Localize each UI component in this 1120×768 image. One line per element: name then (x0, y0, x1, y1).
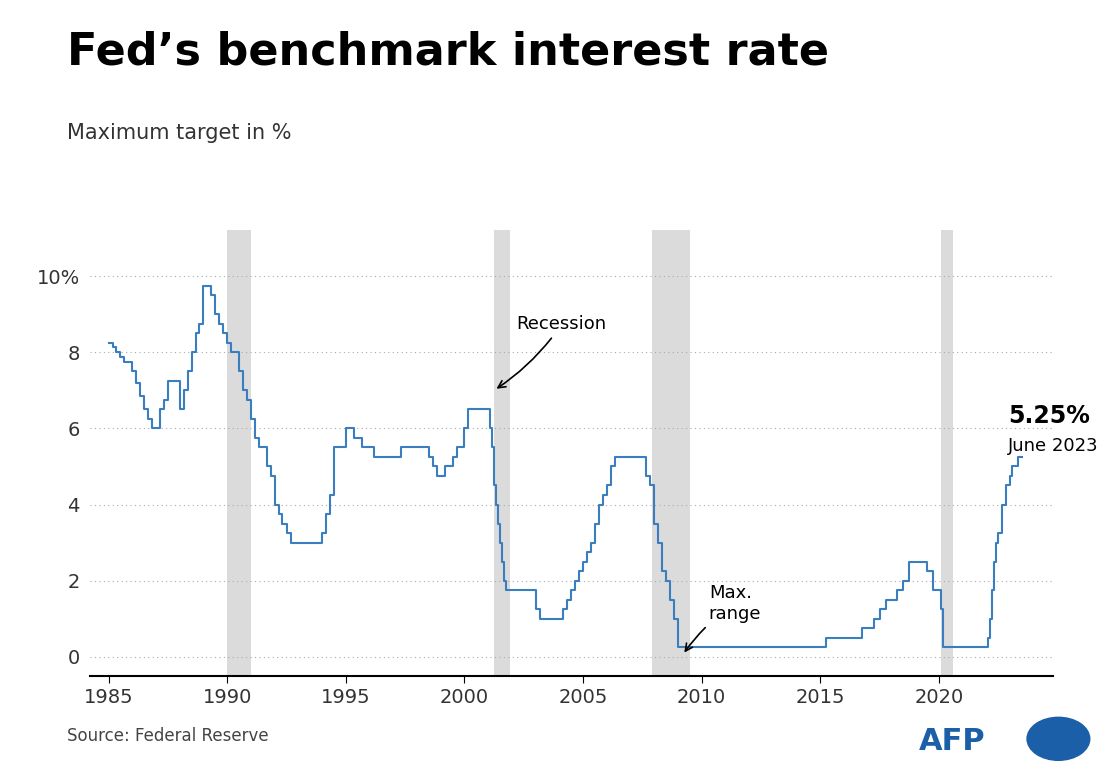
Text: Maximum target in %: Maximum target in % (67, 123, 291, 143)
Bar (941, 230, 953, 676)
Text: Fed’s benchmark interest rate: Fed’s benchmark interest rate (67, 31, 829, 74)
Text: Max.
range: Max. range (685, 584, 762, 651)
Text: 5.25%: 5.25% (1008, 405, 1090, 429)
Bar (652, 230, 690, 676)
Text: Recession: Recession (498, 315, 607, 388)
Text: Source: Federal Reserve: Source: Federal Reserve (67, 727, 269, 745)
Bar (227, 230, 251, 676)
Text: AFP: AFP (918, 727, 984, 756)
Bar (494, 230, 510, 676)
Text: June 2023: June 2023 (1008, 437, 1099, 455)
